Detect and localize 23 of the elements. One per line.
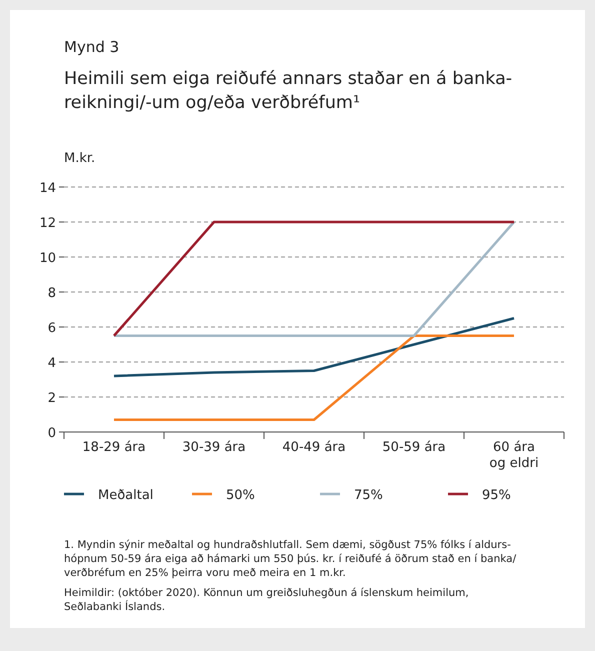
x-tick-label: 18-29 ára: [82, 440, 146, 455]
text: 1. Myndin sýnir meðaltal og hundraðshlutfall. Sem dæmi, sögðust 75% fólks í aldurs- hópnum 50-59 ára eiga að hámarki um 550 þús. kr. í reiðufé á öðrum stað en í banka/ verðbréfum en 25% þeirra voru með meira en 1 m.kr.: [64, 539, 517, 579]
y-tick-label: 8: [48, 286, 56, 301]
legend-label: 50%: [226, 488, 255, 503]
y-tick-label: 6: [48, 321, 56, 336]
legend-label: 75%: [354, 488, 383, 503]
y-tick-label: 2: [48, 391, 56, 406]
y-tick-label: 10: [39, 251, 56, 266]
line-series: [112, 317, 516, 378]
legend-label: 95%: [482, 488, 511, 503]
x-tick-label: 30-39 ára: [182, 440, 246, 455]
legend-label: Meðaltal: [98, 488, 154, 503]
x-tick-label: 50-59 ára: [382, 440, 446, 455]
y-tick-label: 14: [39, 181, 56, 196]
chart-subtitle: Mynd 3: [64, 38, 120, 56]
y-axis-title: M.kr.: [64, 151, 96, 166]
chart-title: Heimili sem eiga reiðufé annars staðar en á banka- reikningi/-um og/eða verðbréfum¹: [64, 69, 512, 113]
x-tick-label: 60 ára og eldri: [489, 440, 539, 471]
x-tick-label: 40-49 ára: [282, 440, 346, 455]
text: Heimildir: (október 2020). Könnun um greiðsluhegðun á íslenskum heimilum, Seðlabanki Íslands.: [64, 587, 469, 613]
y-tick-label: 12: [39, 216, 56, 231]
y-tick-label: 0: [48, 426, 56, 441]
y-tick-label: 4: [48, 356, 56, 371]
